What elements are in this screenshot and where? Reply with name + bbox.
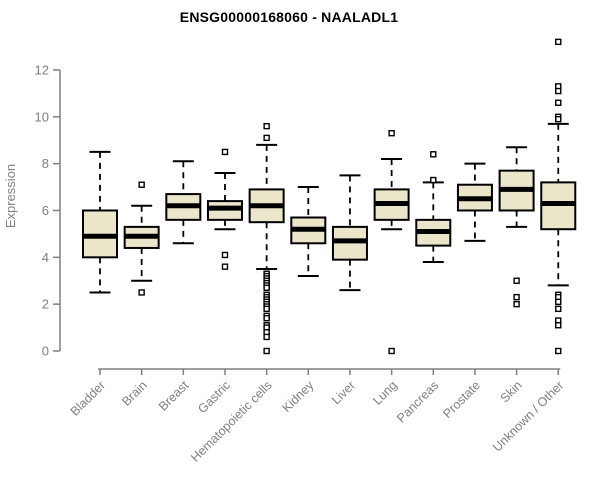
outlier-point	[513, 300, 520, 308]
box-group-breast	[165, 160, 202, 245]
x-category-label: Pancreas	[394, 378, 441, 425]
outlier-point	[555, 38, 562, 46]
y-tick-label: 8	[42, 156, 49, 171]
outlier-point	[555, 305, 562, 313]
outlier-point	[263, 315, 270, 322]
outlier-point	[513, 277, 520, 284]
box-group-unknown-other	[540, 38, 577, 355]
chart-title: ENSG00000168060 - NAALADL1	[179, 9, 399, 25]
box-group-prostate	[456, 162, 493, 242]
outlier-point	[555, 298, 562, 306]
outlier-point	[430, 176, 437, 184]
outlier-point	[555, 99, 562, 106]
x-category-label: Gastric	[195, 378, 233, 416]
x-category-label: Unknown / Other	[490, 378, 566, 454]
outlier-point	[263, 122, 270, 130]
x-category-label: Prostate	[440, 378, 483, 421]
x-category-label: Bladder	[68, 378, 108, 418]
x-category-label: Skin	[498, 378, 525, 405]
outlier-point	[221, 148, 229, 156]
outlier-point	[388, 129, 395, 137]
box-group-bladder	[82, 150, 118, 294]
outlier-point	[263, 305, 270, 313]
outlier-point	[138, 181, 145, 188]
x-category-label: Liver	[329, 378, 358, 407]
outlier-point	[263, 333, 270, 341]
y-tick-label: 0	[42, 344, 49, 359]
y-tick-label: 10	[35, 109, 49, 124]
box-group-kidney	[290, 186, 327, 278]
outlier-point	[221, 263, 229, 270]
box-group-gastric	[206, 148, 243, 270]
outlier-point	[555, 87, 562, 95]
outlier-point	[263, 347, 270, 355]
outlier-point	[555, 322, 562, 329]
y-tick-label: 12	[35, 62, 49, 77]
outlier-point	[430, 151, 437, 158]
x-category-label: Kidney	[279, 378, 316, 415]
box-group-lung	[373, 129, 410, 355]
box-group-hematopoietic-cells	[248, 122, 285, 355]
outlier-point	[221, 251, 229, 259]
outlier-point	[388, 347, 395, 355]
outlier-point	[263, 284, 270, 291]
x-category-label: Hematopoietic cells	[188, 378, 275, 465]
box-group-pancreas	[415, 151, 452, 264]
x-category-label: Breast	[156, 378, 192, 414]
outlier-point	[555, 347, 562, 355]
y-tick-label: 6	[42, 203, 49, 218]
box-group-brain	[123, 181, 160, 296]
outlier-point	[513, 293, 520, 301]
x-category-label: Brain	[119, 378, 150, 409]
y-tick-label: 4	[42, 250, 49, 265]
x-category-label: Lung	[370, 378, 400, 408]
outlier-point	[263, 134, 270, 142]
box-group-liver	[331, 174, 368, 292]
outlier-point	[138, 289, 145, 296]
outlier-point	[555, 115, 562, 123]
box-group-skin	[498, 146, 535, 308]
y-axis-title: Expression	[3, 164, 18, 228]
y-tick-label: 2	[42, 297, 49, 312]
